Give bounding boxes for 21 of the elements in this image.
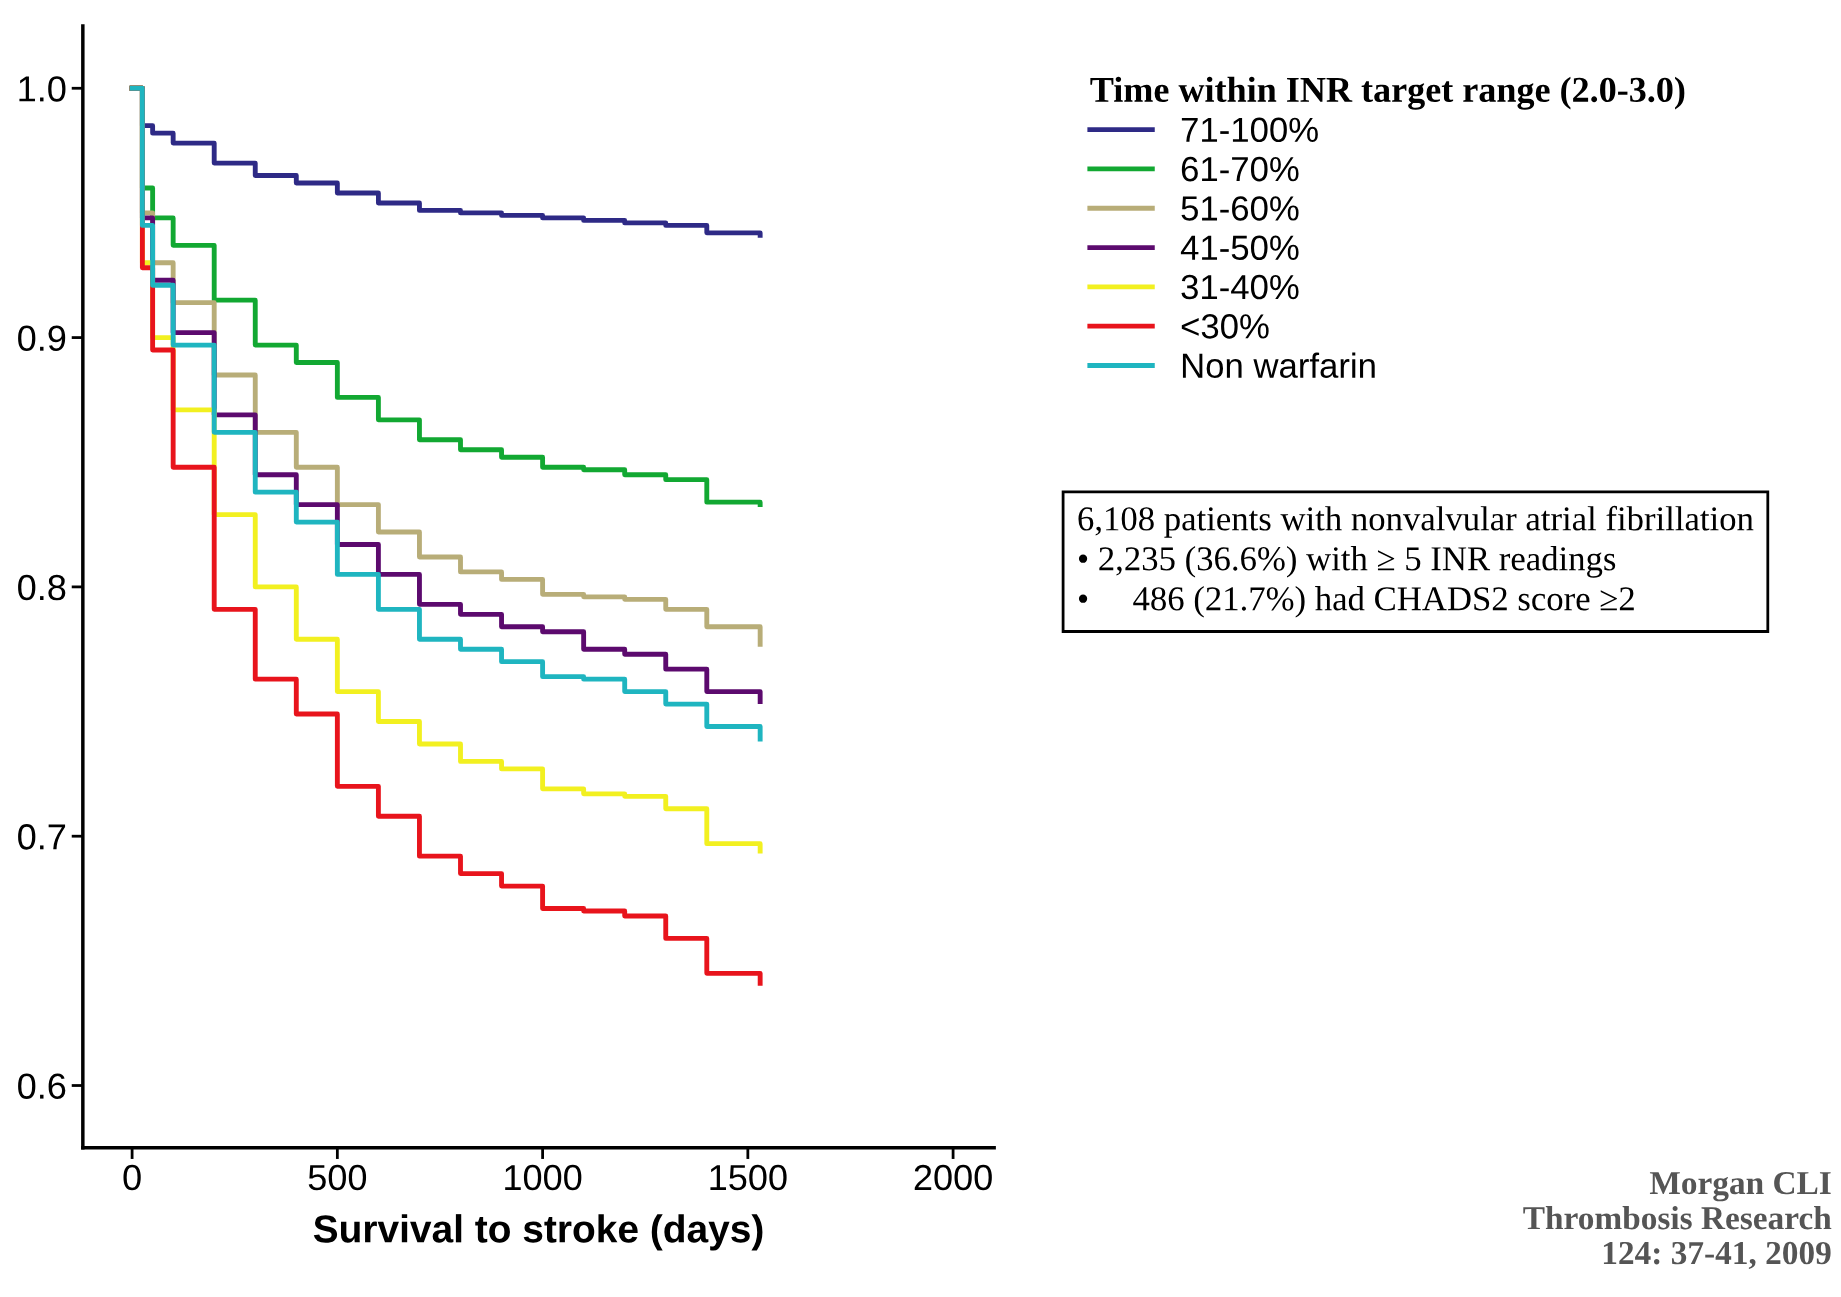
- x-axis-title: Survival to stroke (days): [313, 1214, 763, 1251]
- legend-label: 51-60%: [1181, 196, 1299, 221]
- x-tick-label: 1000: [505, 1164, 582, 1191]
- legend-label: 31-40%: [1181, 274, 1299, 300]
- legend-label: Non warfarin: [1182, 352, 1375, 378]
- x-tick-label: 2000: [914, 1164, 992, 1191]
- legend-label: 71-100%: [1181, 117, 1318, 143]
- legend-title: Time within INR target range (2.0-3.0): [1090, 76, 1685, 110]
- legend-label: 61-70%: [1181, 156, 1299, 182]
- text: 6,108 patients with nonvalvular atrial fibrillation • 2,235 (36.6%) with ≥ 5 INR readings • 486 (21.7%) had CHADS2 score ≥2: [1078, 505, 1754, 618]
- y-tick-label: 1.0: [19, 76, 66, 102]
- x-tick-label: 1500: [710, 1164, 787, 1191]
- x-tick-label: 0: [123, 1164, 141, 1191]
- legend-label: <30%: [1181, 314, 1269, 339]
- y-tick-label: 0.9: [18, 325, 66, 352]
- x-tick-label: 500: [308, 1164, 367, 1191]
- y-tick-label: 0.7: [18, 824, 66, 850]
- y-tick-label: 0.8: [18, 574, 66, 601]
- text: Morgan CLI Thrombosis Research 124: 37-41, 2009: [1523, 1171, 1832, 1270]
- y-tick-label: 0.6: [18, 1073, 66, 1099]
- legend-label: 41-50%: [1180, 235, 1299, 261]
